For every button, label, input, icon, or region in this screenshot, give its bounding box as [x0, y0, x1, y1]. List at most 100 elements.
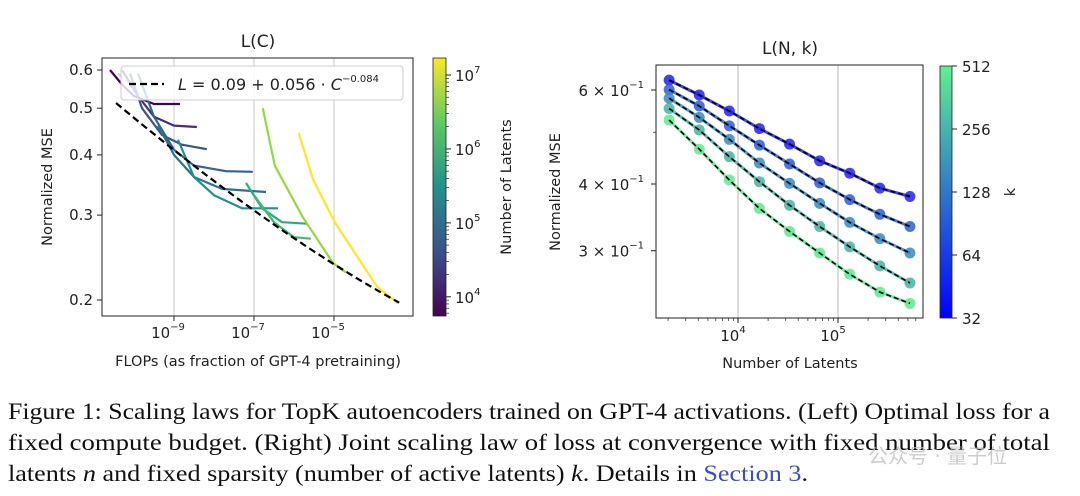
data-point-k32: [753, 123, 765, 135]
left-y-axis-label: Normalized MSE: [40, 128, 56, 246]
right-y-ticks: 3 × 10−14 × 10−16 × 10−1: [579, 80, 656, 261]
data-point-k512: [663, 114, 675, 126]
right-chart: L(N, k) 3 × 10−14 × 10−16 × 10−1 104 105 …: [548, 39, 1019, 372]
left-colorbar: [432, 57, 447, 317]
tick-base: 10: [720, 327, 739, 345]
legend-box: [120, 65, 404, 101]
colorbar-tick-label: 105: [455, 213, 480, 233]
fit-line-k32: [668, 79, 911, 198]
x-tick-label: 10−7: [231, 322, 265, 342]
data-point-k256: [814, 221, 826, 233]
data-point-k64: [904, 221, 916, 233]
y-tick-label: 0.2: [69, 291, 93, 309]
x-tick-label: 10−9: [151, 322, 185, 342]
legend-lhs: L: [178, 75, 187, 94]
tick-exp: 6: [474, 139, 480, 150]
colorbar-tick-label: 106: [455, 139, 480, 159]
data-point-k64: [874, 208, 886, 220]
fit-line-k64: [668, 88, 911, 228]
y-tick-label: 3 × 10−1: [579, 241, 645, 261]
left-legend: L = 0.09 + 0.056 · C−0.084: [120, 65, 404, 101]
right-x-ticks: 104 105: [667, 318, 917, 345]
left-fit-line: [115, 102, 400, 304]
caption-var-n: n: [83, 461, 96, 486]
fit-line-k256: [668, 107, 911, 284]
tick-exp: 5: [474, 213, 480, 224]
right-y-axis-label: Normalized MSE: [548, 133, 564, 251]
left-y-ticks: 0.2 0.3 0.4 0.5 0.6: [69, 61, 102, 309]
y-tick-label: 6 × 10−1: [579, 80, 645, 100]
data-point-k128: [874, 233, 886, 245]
series-line-4: [136, 73, 253, 173]
series-line-6: [176, 139, 278, 210]
tick-mantissa: 6 × 10: [579, 82, 630, 100]
caption-line-1: Figure 1: Scaling laws for TopK autoenco…: [8, 399, 1050, 424]
data-point-k128: [904, 247, 916, 259]
data-point-k128: [814, 197, 826, 209]
y-tick-label: 4 × 10−1: [579, 174, 645, 194]
tick-exp: 5: [839, 325, 845, 336]
series-line-7: [245, 182, 307, 225]
data-point-k256: [874, 260, 886, 272]
colorbar-tick-label: 512: [962, 58, 991, 76]
caption-text: and fixed sparsity (number of active lat…: [96, 461, 571, 486]
tick-exp: −5: [330, 322, 345, 333]
watermark: 公众号 · 量子位: [868, 444, 1007, 468]
colorbar-tick-label: 256: [962, 121, 991, 139]
tick-exp: 4: [739, 325, 745, 336]
fit-line-k512: [668, 119, 911, 305]
legend-var: C: [331, 75, 343, 94]
right-colorbar-ticks: 32 64 128 256 512: [952, 58, 991, 328]
tick-base: 10: [231, 324, 250, 342]
x-tick-label: 105: [820, 325, 845, 345]
right-plot-frame: [655, 64, 924, 319]
legend-exp: −0.084: [342, 74, 379, 85]
tick-exp: −1: [629, 174, 644, 185]
colorbar-tick-label: 104: [455, 287, 480, 307]
left-x-ticks: 10−9 10−7 10−5: [151, 316, 345, 342]
x-tick-label: 10−5: [311, 322, 345, 342]
series-line-8: [253, 194, 311, 240]
tick-exp: −1: [629, 241, 644, 252]
tick-exp: −1: [629, 80, 644, 91]
y-tick-label: 0.4: [69, 146, 93, 164]
colorbar-tick-label: 128: [962, 184, 991, 202]
y-tick-label: 0.5: [69, 99, 93, 117]
caption-var-k: k: [571, 461, 584, 486]
tick-mantissa: 3 × 10: [579, 243, 630, 261]
y-tick-label: 0.6: [69, 61, 93, 79]
left-gridlines: [173, 58, 335, 316]
tick-exp: −7: [250, 322, 265, 333]
x-tick-label: 104: [720, 325, 745, 345]
caption-text: .: [801, 461, 808, 486]
left-plot-frame: [101, 57, 414, 317]
tick-exp: −9: [170, 322, 185, 333]
tick-base: 10: [455, 289, 474, 307]
series-line-10: [297, 132, 399, 305]
tick-mantissa: 4 × 10: [579, 176, 630, 194]
caption-line-2: fixed compute budget. (Right) Joint scal…: [8, 430, 1050, 455]
colorbar-tick-label: 64: [962, 247, 981, 265]
tick-exp: 7: [474, 65, 480, 76]
data-point-k512: [844, 268, 856, 280]
left-chart: L(C) L = 0.09 + 0.056 · C−0.084 0.20.30.…: [40, 32, 515, 370]
right-colorbar: [939, 65, 953, 319]
data-point-k64: [723, 120, 735, 132]
data-point-k32: [874, 182, 886, 194]
section-3-link[interactable]: Section 3: [703, 461, 801, 486]
tick-base: 10: [151, 324, 170, 342]
left-chart-title: L(C): [241, 32, 276, 52]
tick-base: 10: [820, 327, 839, 345]
colorbar-tick-label: 107: [455, 65, 480, 85]
tick-base: 10: [311, 324, 330, 342]
tick-base: 10: [455, 141, 474, 159]
right-gridlines: [737, 65, 839, 318]
caption-line-3: latents n and fixed sparsity (number of …: [8, 461, 808, 486]
legend-label: L = 0.09 + 0.056 · C−0.084: [178, 74, 379, 94]
tick-exp: 4: [474, 287, 480, 298]
legend-eq: = 0.09 + 0.056 ·: [187, 75, 331, 94]
right-x-axis-label: Number of Latents: [722, 356, 857, 372]
colorbar-tick-label: 32: [962, 310, 981, 328]
